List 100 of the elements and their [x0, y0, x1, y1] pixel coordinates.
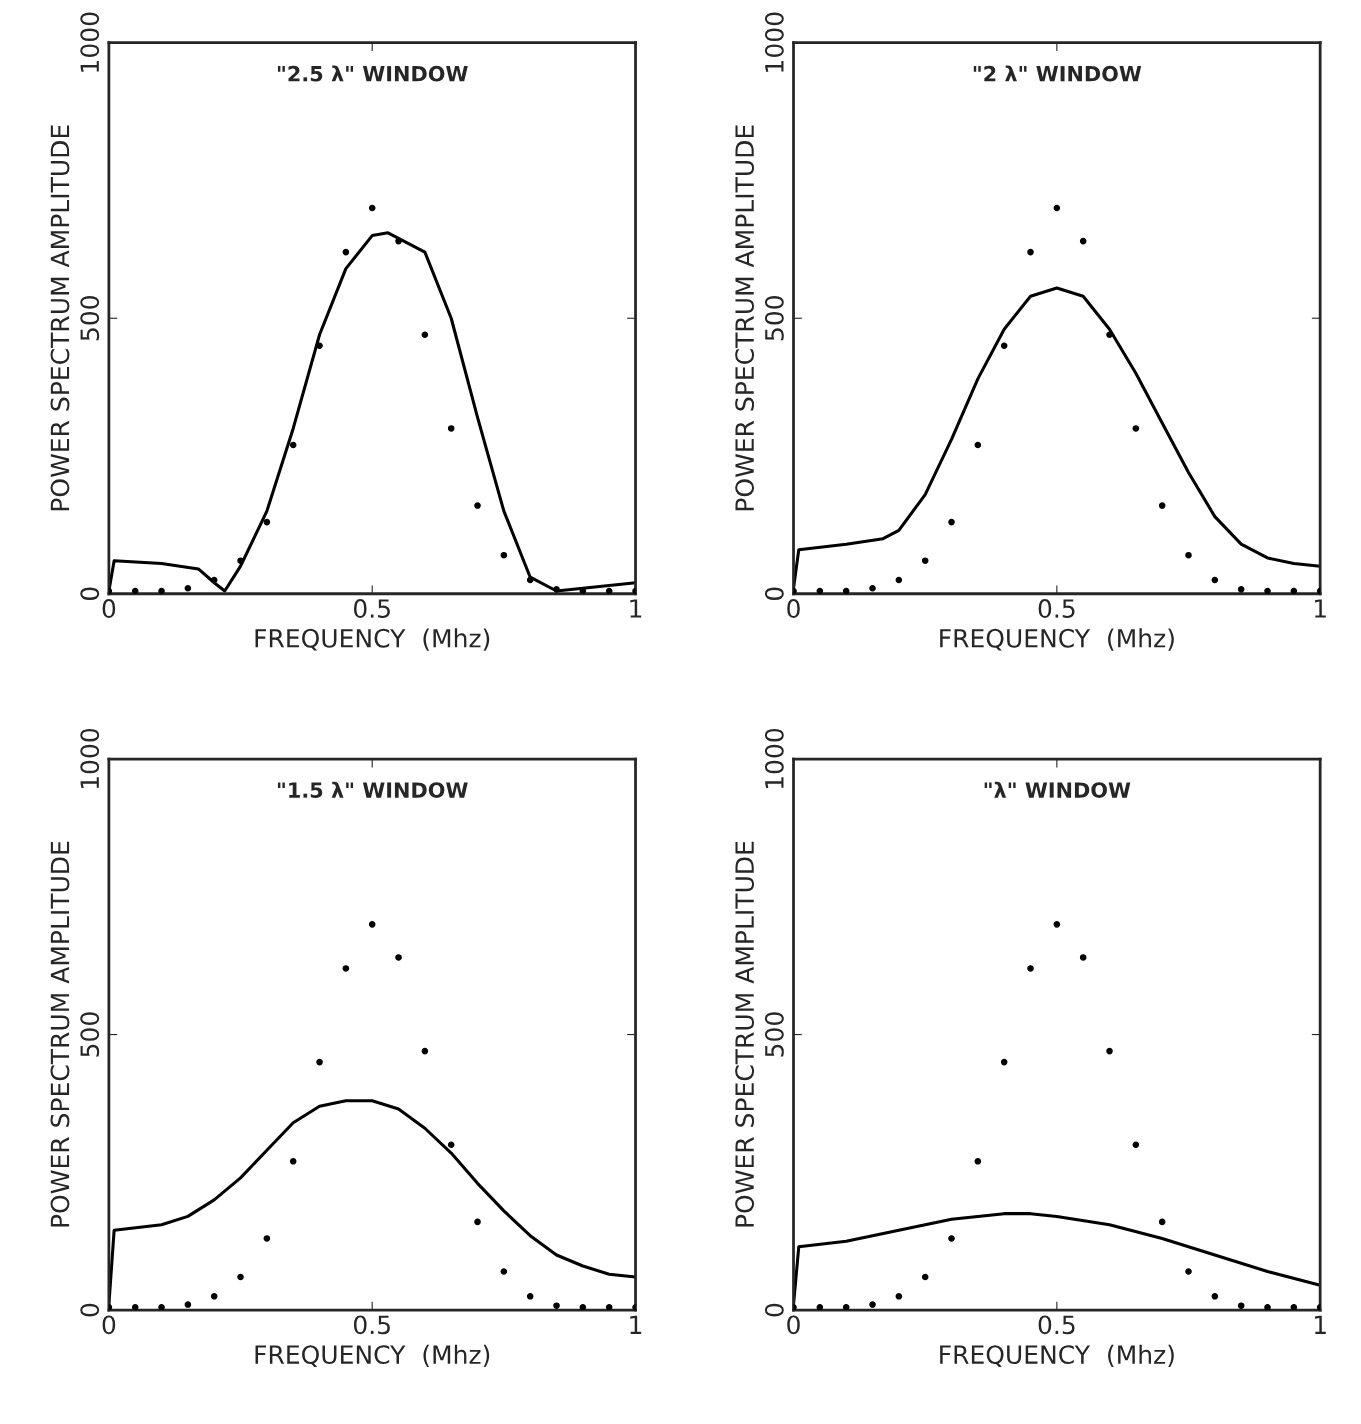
- point: [1290, 587, 1298, 594]
- point: [1264, 1304, 1271, 1311]
- point: [237, 557, 244, 564]
- y-axis-title: POWER SPECTRUM AMPLITUDE: [735, 841, 755, 1227]
- point: [1027, 248, 1034, 256]
- point: [500, 551, 508, 559]
- point: [553, 586, 560, 593]
- point: [342, 965, 350, 972]
- x-tick-label: 1: [1314, 599, 1326, 618]
- point: [1237, 586, 1245, 593]
- point: [974, 441, 982, 449]
- point: [921, 557, 929, 564]
- point: [842, 587, 850, 594]
- x-tick-label: 1: [1314, 1315, 1326, 1334]
- point: [1053, 204, 1061, 212]
- point: [421, 331, 429, 339]
- x-tick-label: 0: [787, 1315, 800, 1335]
- point: [1106, 1047, 1113, 1055]
- x-tick-label: 1: [630, 1315, 642, 1334]
- point: [1237, 1302, 1245, 1309]
- point: [974, 1158, 982, 1165]
- point: [447, 425, 455, 432]
- x-axis-title: FREQUENCY (Mhz): [255, 1344, 490, 1367]
- point: [368, 204, 376, 212]
- y-tick-label: 0: [764, 587, 784, 601]
- point: [895, 1293, 903, 1300]
- text: "2.5 λ" WINDOW: [277, 65, 468, 82]
- point: [948, 1235, 955, 1242]
- point: [1185, 551, 1192, 559]
- x-tick-label: 1: [630, 599, 642, 618]
- point: [605, 587, 613, 594]
- point: [1000, 1058, 1008, 1066]
- x-tick-label: 0.5: [1038, 599, 1075, 618]
- y-tick-label: 1000: [80, 728, 100, 789]
- point: [1158, 1218, 1166, 1226]
- point: [1000, 342, 1008, 350]
- point: [184, 584, 192, 592]
- point: [210, 1293, 218, 1300]
- y-tick-label: 0: [764, 1303, 784, 1317]
- x-tick-label: 0.5: [353, 1315, 390, 1335]
- point: [158, 587, 165, 594]
- point: [421, 1047, 429, 1055]
- point: [816, 1304, 824, 1311]
- y-axis-title: POWER SPECTRUM AMPLITUDE: [735, 125, 755, 511]
- point: [1106, 331, 1113, 339]
- point: [1132, 1141, 1140, 1149]
- y-tick-label: 500: [80, 296, 100, 341]
- y-axis-title: POWER SPECTRUM AMPLITUDE: [50, 841, 70, 1227]
- x-tick-label: 0: [102, 1315, 116, 1335]
- point: [210, 576, 218, 584]
- point: [184, 1301, 192, 1308]
- point: [1132, 425, 1140, 432]
- y-tick-label: 500: [80, 1012, 100, 1057]
- point: [579, 1304, 587, 1311]
- y-tick-label: 0: [80, 1303, 100, 1317]
- point: [526, 1293, 534, 1300]
- x-tick-label: 0: [102, 599, 116, 618]
- point: [1079, 954, 1087, 961]
- point: [605, 1304, 613, 1311]
- point: [342, 248, 350, 256]
- y-axis-title: POWER SPECTRUM AMPLITUDE: [50, 125, 70, 511]
- point: [158, 1304, 165, 1311]
- point: [921, 1273, 929, 1281]
- point: [263, 518, 271, 526]
- point: [1053, 921, 1061, 928]
- point: [948, 518, 955, 526]
- point: [1211, 1293, 1219, 1300]
- point: [553, 1302, 560, 1309]
- x-axis-title: FREQUENCY (Mhz): [940, 1344, 1174, 1367]
- x-tick-label: 0.5: [353, 599, 390, 618]
- point: [1264, 587, 1271, 594]
- point: [869, 584, 876, 592]
- y-tick-label: 0: [80, 587, 100, 601]
- point: [474, 1218, 481, 1226]
- y-tick-label: 1000: [764, 728, 784, 789]
- point: [237, 1273, 244, 1281]
- point: [447, 1141, 455, 1149]
- point: [289, 1158, 297, 1165]
- point: [1211, 576, 1219, 584]
- point: [316, 1058, 323, 1066]
- point: [131, 587, 139, 594]
- point: [1027, 965, 1034, 972]
- point: [289, 441, 297, 449]
- point: [869, 1301, 876, 1308]
- point: [500, 1268, 508, 1275]
- point: [368, 921, 376, 928]
- point: [1185, 1268, 1192, 1275]
- y-tick-label: 1000: [764, 12, 784, 72]
- point: [1158, 502, 1166, 509]
- point: [474, 502, 481, 509]
- x-tick-label: 0.5: [1038, 1315, 1075, 1335]
- text: "2 λ" WINDOW: [973, 65, 1142, 82]
- x-tick-label: 0: [787, 599, 800, 618]
- x-axis-title: FREQUENCY (Mhz): [255, 628, 490, 651]
- point: [526, 576, 534, 584]
- point: [316, 342, 323, 350]
- text: "λ" WINDOW: [984, 781, 1131, 798]
- point: [263, 1235, 271, 1242]
- point: [1079, 237, 1087, 245]
- y-tick-label: 1000: [80, 12, 100, 72]
